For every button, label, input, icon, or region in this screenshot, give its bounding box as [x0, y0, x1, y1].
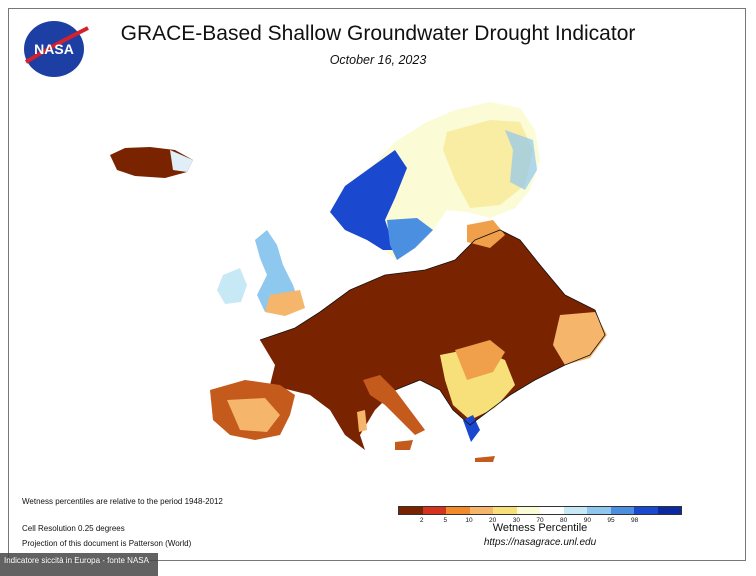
legend-ticks: 2 5 10 20 30 70 80 90 95 98 [398, 517, 682, 527]
legend-swatch [516, 507, 540, 514]
europe-drought-map [110, 102, 607, 462]
period-note: Wetness percentiles are relative to the … [22, 497, 223, 506]
legend-swatch [422, 507, 446, 514]
crete-region [475, 456, 495, 462]
legend-tick-label: 80 [560, 517, 568, 524]
ireland-region [217, 268, 247, 304]
finland-east-wet [505, 130, 537, 190]
legend-swatch [399, 507, 423, 514]
sicily-region [395, 440, 413, 450]
legend-swatch [587, 507, 611, 514]
norway-wet [330, 150, 407, 250]
legend-colorbar [398, 506, 682, 515]
map-date: October 16, 2023 [329, 53, 427, 67]
legend-swatch [493, 507, 517, 514]
legend-tick-label: 30 [512, 517, 520, 524]
legend-tick-label: 98 [631, 517, 639, 524]
continental-dry-region [260, 230, 605, 450]
legend-tick-label: 5 [443, 517, 448, 524]
legend-tick-label: 10 [465, 517, 473, 524]
east-europe-moderate [553, 312, 607, 365]
legend-swatch [657, 507, 681, 514]
iberia-light [227, 398, 280, 432]
coastline-outline [259, 229, 606, 426]
legend-title: Wetness Percentile [492, 522, 588, 534]
legend-swatch [610, 507, 634, 514]
iceland-east-normal [170, 150, 193, 172]
italy-region [363, 375, 425, 435]
greece-wet [463, 415, 480, 442]
legend-tick-label: 20 [489, 517, 497, 524]
balkans-moderate [455, 340, 505, 380]
source-url: https://nasagrace.unl.edu [483, 537, 597, 548]
sweden-south-wet [387, 218, 433, 260]
svg-text:NASA: NASA [34, 41, 74, 57]
legend-tick-label: 95 [607, 517, 615, 524]
baltics-moderate [467, 220, 505, 248]
nasa-logo: NASA [24, 21, 89, 77]
legend-swatch [634, 507, 658, 514]
legend-swatch [540, 507, 564, 514]
legend-tick-label: 90 [583, 517, 591, 524]
projection-note: Projection of this document is Patterson… [22, 539, 192, 548]
sardinia-region [357, 410, 367, 432]
image-caption: Indicatore siccità in Europa - fonte NAS… [0, 553, 158, 576]
legend-swatch [563, 507, 587, 514]
britain-south-dry [265, 290, 305, 316]
legend-tick-label: 70 [536, 517, 544, 524]
legend-swatch [469, 507, 493, 514]
resolution-note: Cell Resolution 0.25 degrees [22, 524, 125, 533]
map-title: GRACE-Based Shallow Groundwater Drought … [120, 22, 636, 45]
legend-tick-label: 2 [419, 517, 424, 524]
legend-swatch [446, 507, 470, 514]
